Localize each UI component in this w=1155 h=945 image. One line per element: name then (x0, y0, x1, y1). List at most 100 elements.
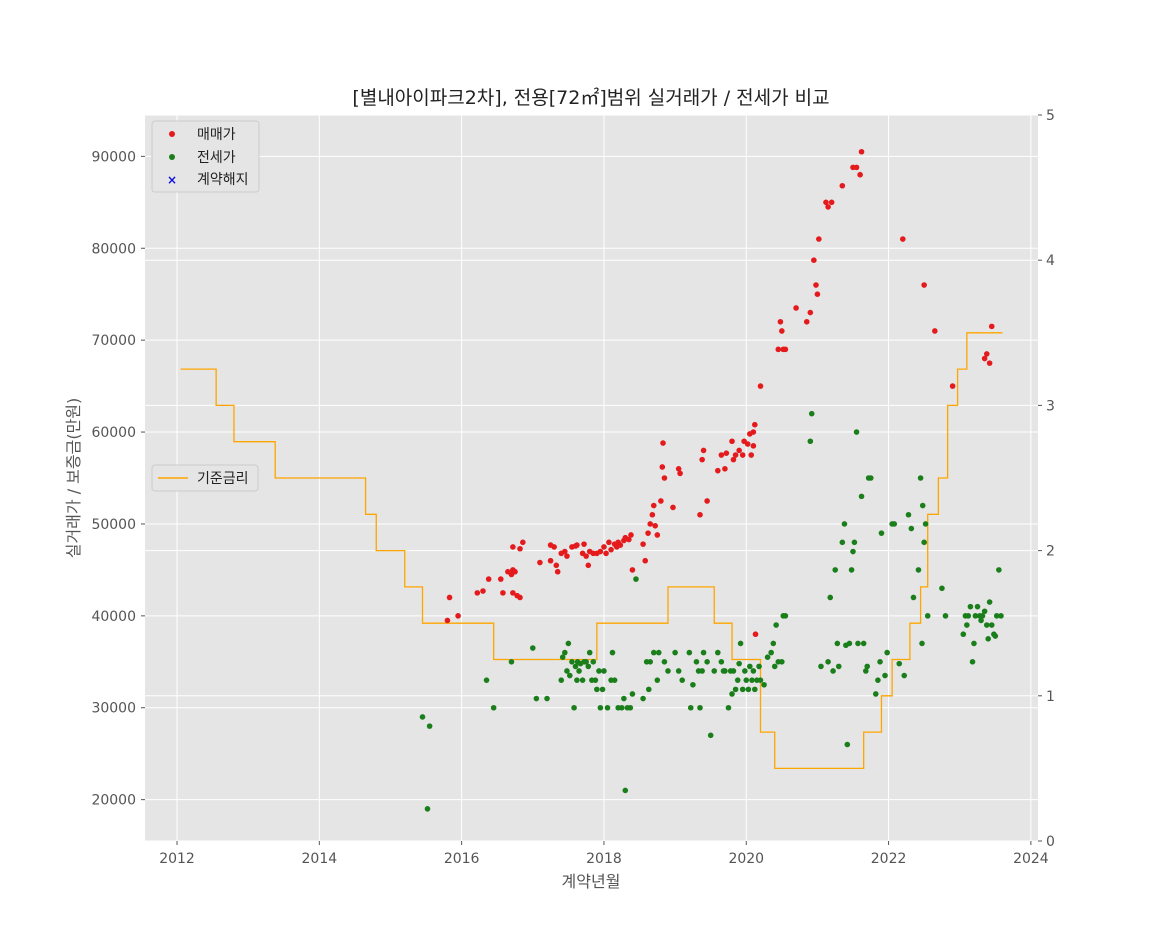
sale-point (715, 467, 721, 474)
jeonse-point (858, 493, 865, 500)
jeonse-point (583, 658, 589, 665)
jeonse-point (853, 429, 860, 435)
jeonse-point (908, 525, 915, 532)
sale-point (813, 282, 819, 288)
legend-label-jeonse: 전세가 (197, 150, 236, 166)
sale-point (779, 328, 785, 334)
x-tick-label: 2022 (871, 851, 907, 867)
sale-point (659, 464, 666, 470)
jeonse-point (992, 633, 999, 639)
legend-marker-cancel: × (167, 173, 177, 187)
jeonse-point (745, 686, 752, 693)
jeonse-point (686, 649, 693, 656)
rate-line (180, 332, 1003, 770)
jeonse-point (424, 806, 431, 812)
sale-point (617, 542, 624, 548)
sale-point (564, 553, 570, 559)
y-tick-label: 30000 (91, 701, 136, 717)
jeonse-point (618, 704, 625, 711)
jeonse-point (571, 704, 577, 711)
jeonse-point (737, 640, 744, 647)
sale-point (562, 548, 568, 555)
sale-point (485, 576, 492, 582)
jeonse-point (592, 677, 599, 683)
jeonse-point (964, 622, 970, 628)
jeonse-point (915, 567, 922, 573)
jeonse-point (596, 668, 602, 674)
jeonse-point (771, 663, 778, 670)
jeonse-point (764, 654, 771, 661)
sale-point (723, 450, 730, 456)
jeonse-point (734, 677, 741, 683)
jeonse-point (851, 539, 858, 546)
jeonse-point (901, 672, 908, 679)
jeonse-point (508, 658, 515, 665)
jeonse-point (700, 649, 707, 656)
sale-point (554, 568, 561, 575)
sale-point (654, 532, 661, 538)
x-tick-label: 2016 (444, 851, 480, 867)
y2-tick-label: 3 (1046, 398, 1055, 414)
jeonse-point (757, 677, 764, 683)
jeonse-point (574, 677, 580, 683)
jeonse-point (699, 668, 705, 674)
jeonse-point (604, 704, 611, 711)
legend-marker-sale (169, 131, 175, 137)
jeonse-point (942, 613, 949, 619)
sale-point (583, 553, 589, 559)
jeonse-point (841, 521, 848, 527)
jeonse-point (752, 686, 758, 693)
sale-point (606, 539, 612, 546)
jeonse-point (569, 658, 575, 665)
jeonse-point (622, 787, 629, 794)
jeonse-point (704, 658, 710, 665)
jeonse-point (877, 658, 883, 665)
jeonse-point (974, 603, 981, 610)
jeonse-point (770, 640, 777, 647)
sale-point (699, 456, 705, 463)
jeonse-point (939, 585, 945, 592)
sale-point (520, 539, 526, 546)
jeonse-point (919, 640, 925, 647)
jeonse-point (558, 677, 565, 683)
jeonse-point (586, 649, 593, 656)
jeonse-point (621, 695, 627, 702)
sale-point (752, 631, 759, 638)
sale-point (949, 383, 956, 389)
jeonse-point (878, 530, 885, 536)
jeonse-point (707, 732, 714, 739)
jeonse-point (818, 663, 824, 670)
sale-point (823, 199, 829, 206)
jeonse-point (697, 704, 703, 711)
sale-point (793, 305, 799, 311)
jeonse-point (884, 649, 890, 656)
legend: 매매가 전세가 × 계약해지 (151, 120, 260, 193)
jeonse-point (848, 567, 855, 573)
sale-point (900, 236, 906, 242)
y-tick-label: 70000 (91, 333, 136, 349)
sale-point (645, 530, 651, 536)
sale-point (752, 421, 758, 428)
jeonse-point (426, 723, 433, 729)
jeonse-point (960, 631, 967, 638)
jeonse-point (983, 622, 990, 628)
jeonse-point (846, 640, 853, 647)
y-axis-label: 실거래가 / 보증금(만원) (64, 398, 83, 559)
legend-label-rate: 기준금리 (197, 471, 249, 487)
sale-point (510, 544, 516, 550)
jeonse-point (993, 613, 1000, 619)
y-tick-label: 20000 (91, 793, 136, 809)
jeonse-point (690, 681, 696, 688)
legend-rate: 기준금리 (151, 464, 259, 492)
y2-tick-label: 2 (1046, 544, 1055, 560)
jeonse-point (654, 677, 661, 683)
sale-point (750, 443, 757, 449)
jeonse-point (725, 704, 732, 711)
sale-point (722, 466, 728, 472)
jeonse-point (419, 714, 426, 720)
sale-point (986, 360, 993, 366)
jeonse-point (979, 613, 986, 619)
sale-point (736, 447, 742, 454)
sale-point (553, 562, 560, 569)
sale-point (739, 452, 746, 458)
